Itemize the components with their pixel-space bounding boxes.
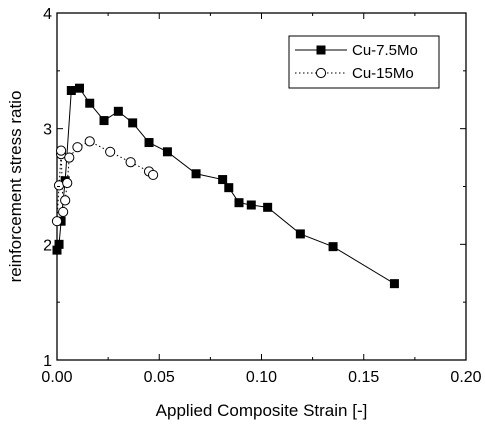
- data-point: [60, 195, 71, 206]
- y-tick-label: 2: [43, 237, 52, 254]
- data-point: [128, 118, 138, 128]
- legend-box: [288, 35, 440, 89]
- legend-label: Cu-7.5Mo: [352, 42, 418, 59]
- x-tick-label: 0.00: [41, 369, 72, 386]
- data-point: [85, 98, 95, 108]
- data-point: [148, 169, 159, 181]
- series-cu-7-5mo: [52, 83, 399, 289]
- data-point: [162, 147, 172, 157]
- data-point: [55, 145, 67, 156]
- data-point: [191, 169, 201, 179]
- data-point: [113, 106, 123, 116]
- y-axis-title: reinforcement stress ratio: [6, 91, 25, 283]
- x-tick-label: 0.05: [144, 369, 175, 386]
- data-point: [246, 200, 256, 210]
- data-point: [99, 116, 109, 126]
- legend-marker: [316, 45, 326, 55]
- y-tick-label: 4: [43, 6, 52, 23]
- data-point: [51, 216, 63, 227]
- data-point: [234, 198, 244, 208]
- legend-marker: [315, 67, 327, 79]
- data-point: [224, 183, 234, 193]
- x-axis: 0.00 0.05 0.10 0.15 0.20: [41, 13, 482, 386]
- data-point: [295, 229, 305, 239]
- data-point: [62, 177, 73, 189]
- y-tick-label: 1: [43, 353, 52, 370]
- x-axis-title: Applied Composite Strain [-]: [156, 401, 368, 420]
- data-point: [389, 279, 399, 289]
- y-tick-label: 3: [43, 122, 52, 139]
- series-cu-15mo: [51, 136, 159, 227]
- x-tick-label: 0.10: [246, 369, 277, 386]
- data-point: [84, 136, 95, 147]
- data-point: [105, 146, 116, 157]
- data-point: [64, 152, 75, 163]
- x-tick-label: 0.15: [348, 369, 379, 386]
- y-axis: 1 2 3 4: [43, 6, 466, 370]
- data-point: [66, 85, 76, 95]
- data-point: [328, 242, 338, 252]
- data-point: [58, 206, 69, 218]
- x-tick-label: 0.20: [450, 369, 481, 386]
- data-point: [144, 138, 154, 148]
- legend-label: Cu-15Mo: [352, 65, 414, 82]
- data-point: [125, 157, 136, 168]
- data-point: [218, 175, 228, 185]
- data-point: [263, 202, 273, 212]
- data-point: [72, 142, 83, 153]
- legend: Cu-7.5Mo Cu-15Mo: [288, 35, 440, 89]
- data-point: [74, 83, 84, 93]
- data-point: [52, 245, 62, 255]
